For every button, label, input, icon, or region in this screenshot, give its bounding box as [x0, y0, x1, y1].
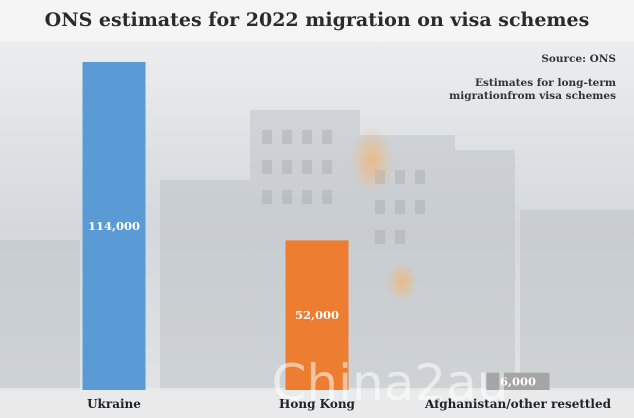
category-label-hong-kong: Hong Kong — [279, 397, 356, 411]
bars — [82, 62, 550, 390]
bar-hong-kong — [285, 240, 349, 390]
bar-ukraine — [82, 62, 146, 390]
subtitle-line-1: Estimates for long-term — [475, 77, 616, 89]
chart-title: ONS estimates for 2022 migration on visa… — [45, 9, 590, 31]
value-label-hong-kong: 52,000 — [295, 308, 339, 322]
source-note: Source: ONS — [541, 53, 616, 65]
category-label-afghanistan-other-resettled: Afghanistan/other resettled — [424, 397, 612, 411]
category-label-ukraine: Ukraine — [87, 397, 141, 411]
watermark: China2au — [272, 354, 509, 412]
subtitle-line-2: migrationfrom visa schemes — [449, 90, 616, 102]
value-label-ukraine: 114,000 — [88, 219, 140, 233]
value-labels: 114,000 52,000 6,000 — [88, 219, 536, 388]
category-labels: Ukraine Hong Kong Afghanistan/other resett… — [87, 397, 612, 411]
value-label-afghanistan-other-resettled: 6,000 — [500, 374, 536, 388]
bar-afghanistan-other-resettled — [486, 372, 550, 390]
